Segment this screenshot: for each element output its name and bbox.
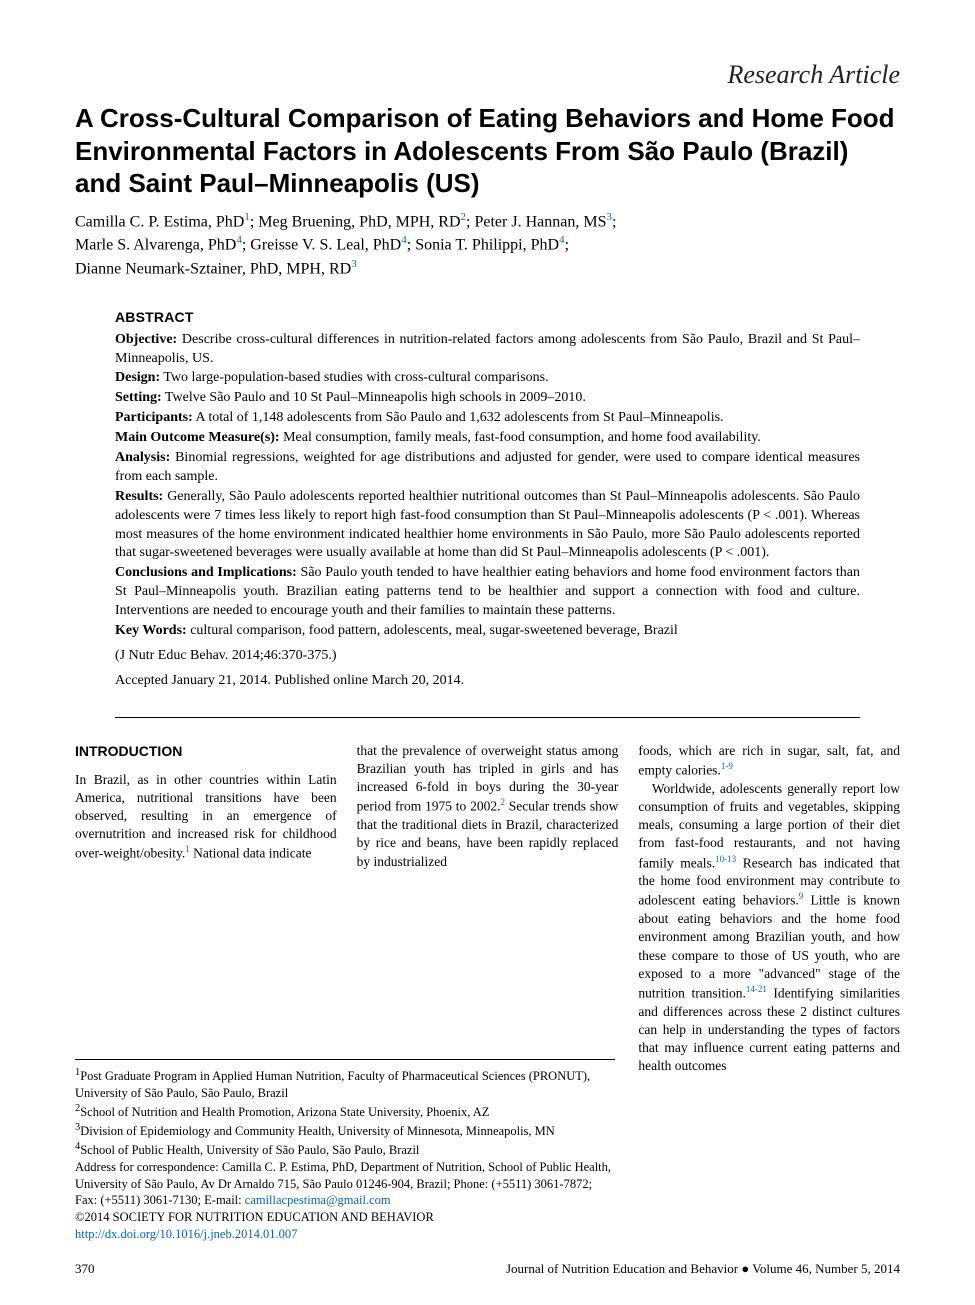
- divider: [115, 717, 860, 718]
- body-text: National data indicate: [190, 846, 312, 861]
- affiliation: Division of Epidemiology and Community H…: [80, 1124, 555, 1138]
- citation-ref[interactable]: 10-13: [715, 854, 736, 864]
- body-text: foods, which are rich in sugar, salt, fa…: [638, 743, 900, 778]
- abstract-label: Results:: [115, 489, 163, 504]
- affiliation-ref[interactable]: 3: [606, 211, 612, 223]
- abstract-label: Objective:: [115, 332, 177, 347]
- abstract-row: Main Outcome Measure(s): Meal consumptio…: [115, 429, 860, 448]
- author: Greisse V. S. Leal, PhD: [250, 237, 401, 254]
- abstract-text: Generally, São Paulo adolescents reporte…: [115, 489, 860, 561]
- abstract-heading: ABSTRACT: [115, 309, 860, 325]
- affiliation: Post Graduate Program in Applied Human N…: [75, 1069, 590, 1100]
- abstract-row: Participants: A total of 1,148 adolescen…: [115, 409, 860, 428]
- introduction-heading: INTRODUCTION: [75, 742, 337, 761]
- affiliations-block: 1Post Graduate Program in Applied Human …: [75, 1059, 615, 1243]
- article-type: Research Article: [75, 60, 900, 90]
- abstract-label: Main Outcome Measure(s):: [115, 430, 280, 445]
- body-text: Little is known about eating behaviors a…: [638, 893, 900, 1001]
- affiliation-ref[interactable]: 4: [236, 234, 242, 246]
- author: Peter J. Hannan, MS: [474, 213, 606, 230]
- abstract-row: Conclusions and Implications: São Paulo …: [115, 564, 860, 621]
- author: Sonia T. Philippi, PhD: [415, 237, 559, 254]
- author-list: Camilla C. P. Estima, PhD1; Meg Bruening…: [75, 210, 900, 281]
- page-number: 370: [75, 1261, 95, 1277]
- abstract-row: Design: Two large-population-based studi…: [115, 369, 860, 388]
- column-1: INTRODUCTION In Brazil, as in other coun…: [75, 742, 337, 1076]
- abstract-label: Participants:: [115, 410, 193, 425]
- abstract-label: Analysis:: [115, 450, 170, 465]
- abstract-text: A total of 1,148 adolescents from São Pa…: [193, 410, 724, 425]
- affiliation: School of Public Health, University of S…: [80, 1143, 419, 1157]
- body-columns: INTRODUCTION In Brazil, as in other coun…: [75, 742, 900, 1076]
- abstract-text: Meal consumption, family meals, fast-foo…: [280, 430, 761, 445]
- affiliation-ref[interactable]: 4: [401, 234, 407, 246]
- page-footer: 370 Journal of Nutrition Education and B…: [75, 1261, 900, 1277]
- affiliation-ref[interactable]: 1: [244, 211, 250, 223]
- abstract-text: Twelve São Paulo and 10 St Paul–Minneapo…: [162, 390, 586, 405]
- abstract-row: Setting: Twelve São Paulo and 10 St Paul…: [115, 389, 860, 408]
- column-2: that the prevalence of overweight status…: [357, 742, 619, 1076]
- author: Marle S. Alvarenga, PhD: [75, 237, 236, 254]
- abstract-label: Key Words:: [115, 623, 187, 638]
- abstract-text: cultural comparison, food pattern, adole…: [187, 623, 678, 638]
- email-link[interactable]: camillacpestima@gmail.com: [245, 1193, 391, 1207]
- author: Dianne Neumark-Sztainer, PhD, MPH, RD: [75, 260, 351, 277]
- doi-link[interactable]: http://dx.doi.org/10.1016/j.jneb.2014.01…: [75, 1227, 297, 1241]
- article-title: A Cross-Cultural Comparison of Eating Be…: [75, 102, 900, 200]
- abstract-text: Binomial regressions, weighted for age d…: [115, 450, 860, 484]
- abstract-row: Results: Generally, São Paulo adolescent…: [115, 488, 860, 564]
- abstract-label: Setting:: [115, 390, 162, 405]
- column-3: foods, which are rich in sugar, salt, fa…: [638, 742, 900, 1076]
- abstract-label: Design:: [115, 370, 160, 385]
- abstract-row: Objective: Describe cross-cultural diffe…: [115, 331, 860, 369]
- author: Meg Bruening, PhD, MPH, RD: [258, 213, 460, 230]
- abstract-citation: (J Nutr Educ Behav. 2014;46:370-375.): [115, 647, 860, 666]
- affiliation: School of Nutrition and Health Promotion…: [80, 1105, 489, 1119]
- abstract-text: Describe cross-cultural differences in n…: [115, 332, 860, 366]
- abstract-row: Key Words: cultural comparison, food pat…: [115, 622, 860, 641]
- author: Camilla C. P. Estima, PhD: [75, 213, 244, 230]
- abstract-row: Analysis: Binomial regressions, weighted…: [115, 449, 860, 487]
- affiliation-ref[interactable]: 4: [559, 234, 565, 246]
- abstract-label: Conclusions and Implications:: [115, 565, 297, 580]
- abstract: ABSTRACT Objective: Describe cross-cultu…: [115, 309, 860, 691]
- citation-ref[interactable]: 1-9: [721, 761, 733, 771]
- abstract-text: Two large-population-based studies with …: [160, 370, 548, 385]
- citation-ref[interactable]: 14-21: [746, 984, 767, 994]
- affiliation-ref[interactable]: 2: [461, 211, 467, 223]
- affiliation-ref[interactable]: 3: [351, 258, 357, 270]
- copyright: ©2014 SOCIETY FOR NUTRITION EDUCATION AN…: [75, 1209, 615, 1226]
- abstract-accepted: Accepted January 21, 2014. Published onl…: [115, 672, 860, 691]
- journal-source: Journal of Nutrition Education and Behav…: [506, 1261, 900, 1277]
